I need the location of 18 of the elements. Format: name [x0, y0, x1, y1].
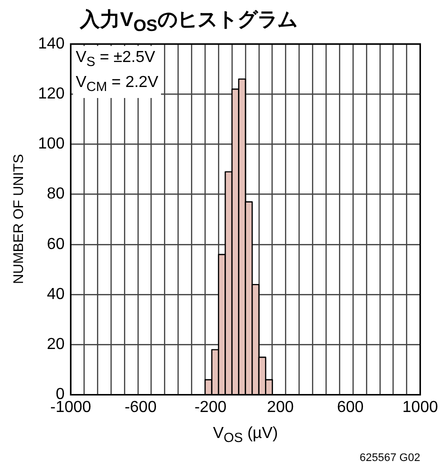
y-tick-label: 100	[38, 136, 65, 153]
x-tick-label: 200	[267, 398, 294, 416]
annotation: V$_{S}$ = ±2.5V V$_{CM}$ = 2.2V	[72, 46, 162, 98]
y-tick-label: 40	[46, 286, 65, 303]
x-tick-label: -600	[124, 398, 157, 416]
y-axis-title: NUMBER OF UNITS	[10, 154, 26, 284]
x-tick-label: 1000	[402, 398, 438, 416]
y-tick-label: 60	[46, 236, 65, 253]
x-tick-label: -200	[194, 398, 227, 416]
y-tick-label: 80	[46, 186, 65, 203]
x-axis-title: V$_{OS}$ (µV)	[212, 424, 278, 445]
chart-title: 入力V$_{OS}$のヒストグラム	[80, 8, 298, 36]
x-tick-label: -1000	[50, 398, 92, 416]
y-tick-label: 140	[38, 35, 65, 52]
x-tick-label: 600	[336, 398, 364, 416]
text: 625567 G02	[360, 452, 420, 464]
y-tick-label: 20	[46, 336, 65, 354]
y-tick-label: 120	[38, 86, 65, 103]
